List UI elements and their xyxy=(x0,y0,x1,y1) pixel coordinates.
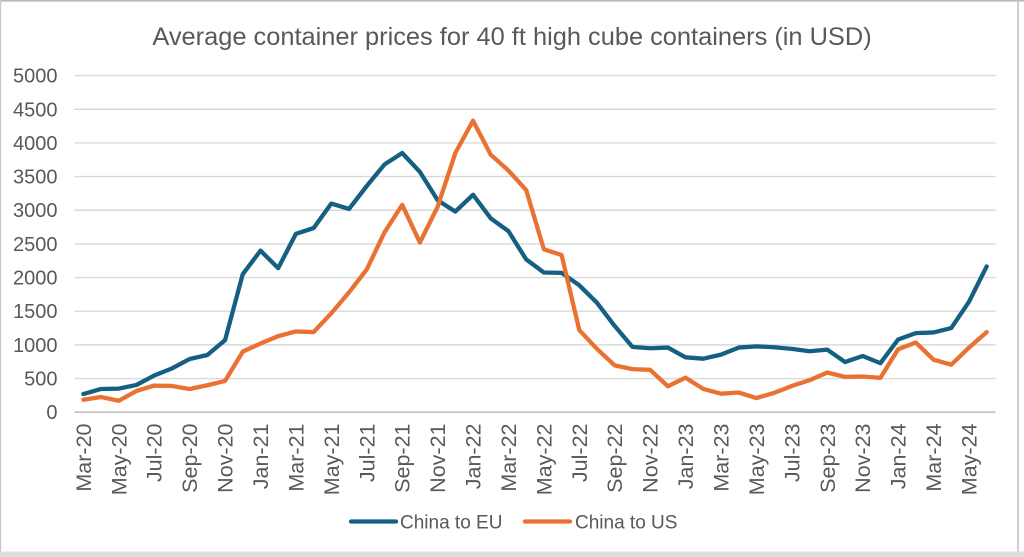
svg-text:China to US: China to US xyxy=(575,513,677,534)
svg-text:2500: 2500 xyxy=(13,234,58,256)
svg-text:Jul-22: Jul-22 xyxy=(568,424,592,483)
svg-text:Nov-23: Nov-23 xyxy=(851,423,875,492)
svg-text:5000: 5000 xyxy=(13,66,58,88)
svg-text:Nov-20: Nov-20 xyxy=(214,423,238,492)
svg-text:Jul-23: Jul-23 xyxy=(780,423,804,482)
svg-text:China to EU: China to EU xyxy=(400,513,502,534)
svg-text:1500: 1500 xyxy=(13,301,58,323)
svg-text:Nov-21: Nov-21 xyxy=(426,424,450,493)
svg-text:500: 500 xyxy=(24,369,57,391)
svg-text:1000: 1000 xyxy=(13,335,58,357)
svg-text:Sep-20: Sep-20 xyxy=(178,423,202,492)
svg-text:Sep-23: Sep-23 xyxy=(816,423,840,492)
svg-text:Jan-23: Jan-23 xyxy=(674,423,698,489)
svg-text:Mar-24: Mar-24 xyxy=(922,423,946,491)
svg-text:Sep-21: Sep-21 xyxy=(391,424,415,493)
svg-text:Jul-21: Jul-21 xyxy=(355,424,379,483)
svg-text:2000: 2000 xyxy=(13,268,58,290)
svg-text:0: 0 xyxy=(46,402,57,424)
svg-text:Mar-23: Mar-23 xyxy=(709,423,733,491)
svg-text:Mar-20: Mar-20 xyxy=(72,423,96,491)
svg-text:3500: 3500 xyxy=(13,167,58,189)
svg-text:May-24: May-24 xyxy=(957,423,981,495)
svg-text:Mar-21: Mar-21 xyxy=(284,424,308,492)
svg-text:May-21: May-21 xyxy=(320,424,344,496)
svg-text:May-20: May-20 xyxy=(107,423,131,495)
svg-text:May-23: May-23 xyxy=(745,423,769,495)
svg-text:4000: 4000 xyxy=(13,133,58,155)
svg-text:Sep-22: Sep-22 xyxy=(603,424,627,493)
svg-text:Jul-20: Jul-20 xyxy=(143,423,167,482)
svg-text:May-22: May-22 xyxy=(532,424,556,496)
svg-text:Average container prices for 4: Average container prices for 40 ft high … xyxy=(152,23,871,51)
svg-text:Mar-22: Mar-22 xyxy=(497,424,521,492)
svg-text:Jan-22: Jan-22 xyxy=(462,424,486,490)
svg-text:Jan-21: Jan-21 xyxy=(249,424,273,490)
svg-text:3000: 3000 xyxy=(13,200,58,222)
svg-text:4500: 4500 xyxy=(13,99,58,121)
svg-text:Nov-22: Nov-22 xyxy=(639,424,663,493)
svg-text:Jan-24: Jan-24 xyxy=(887,423,911,489)
